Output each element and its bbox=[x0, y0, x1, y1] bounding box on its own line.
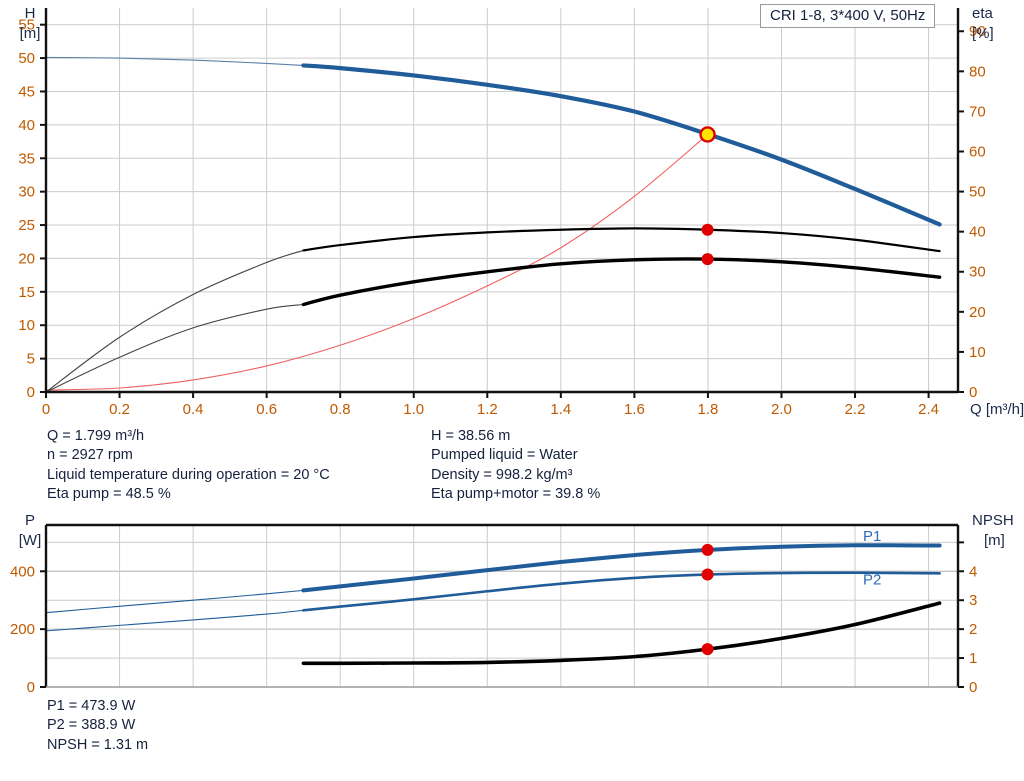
curve-p2-thin bbox=[45, 609, 304, 632]
y-right-tick-label: 3 bbox=[969, 592, 977, 609]
y-left-tick-label: 5 bbox=[27, 351, 35, 368]
curve-eta-pump-motor bbox=[301, 257, 942, 307]
curve-h-head-curve-thin bbox=[45, 56, 304, 66]
curve-p1 bbox=[301, 543, 942, 593]
info-h: H = 38.56 m bbox=[431, 428, 511, 444]
x-tick-label: 0.4 bbox=[183, 401, 204, 418]
y-left-tick-label: 40 bbox=[18, 117, 35, 134]
y-right-tick-label: 2 bbox=[969, 621, 977, 638]
info-density: Density = 998.2 kg/m³ bbox=[431, 466, 573, 483]
y-left-tick-label: 400 bbox=[10, 563, 35, 580]
lower-curves bbox=[45, 543, 942, 666]
curve-npsh bbox=[301, 601, 942, 666]
x-tick-label: 1.2 bbox=[477, 401, 498, 418]
y-left-tick-label: 30 bbox=[18, 184, 35, 201]
info-q: Q = 1.799 m³/h bbox=[47, 428, 145, 444]
duty-point-eta-pump bbox=[701, 223, 714, 236]
y-right-axis-label-bracket: [%] bbox=[972, 25, 994, 42]
duty-point-p1 bbox=[701, 543, 714, 556]
y-right-tick-label: 10 bbox=[969, 344, 986, 361]
x-tick-label: 1.4 bbox=[550, 401, 571, 418]
series-label-p2: P2 bbox=[863, 571, 881, 588]
curve-eta-pump-thin bbox=[45, 249, 304, 393]
info-block-bottom: P1 = 473.9 W P2 = 388.9 W NPSH = 1.31 m bbox=[47, 697, 148, 755]
curve-p1-thin bbox=[45, 589, 304, 614]
info-n: n = 2927 rpm bbox=[47, 447, 133, 464]
info-liquid: Pumped liquid = Water bbox=[431, 447, 578, 464]
x-tick-label: 0.2 bbox=[109, 401, 130, 418]
y-right-tick-label: 90 bbox=[969, 23, 986, 40]
lower-axes: 0 200 400 0 1 2 3 4 bbox=[10, 523, 977, 696]
y-right-tick-label: 70 bbox=[969, 103, 986, 120]
y-left-tick-label: 10 bbox=[18, 317, 35, 334]
upper-duty-points bbox=[699, 126, 716, 266]
x-tick-label: 2.2 bbox=[845, 401, 866, 418]
info-p2: P2 = 388.9 W bbox=[47, 717, 136, 734]
y-left-tick-label: 0 bbox=[27, 384, 35, 401]
y-right-tick-label: 80 bbox=[969, 63, 986, 80]
curve-eta-pump bbox=[302, 227, 941, 253]
duty-point-npsh bbox=[701, 643, 714, 656]
curve-h-head-curve bbox=[301, 63, 942, 227]
curve-system bbox=[45, 133, 709, 391]
y-right-tick-label: 20 bbox=[969, 304, 986, 321]
y-left-tick-label: 20 bbox=[18, 250, 35, 267]
power-npsh-chart: P1 P2 0 200 400 0 1 2 3 4 P [W] NPSH [m] bbox=[10, 512, 1014, 696]
x-axis-label: Q [m³/h] bbox=[970, 401, 1024, 418]
chart-title-box: CRI 1-8, 3*400 V, 50Hz bbox=[760, 4, 936, 28]
y-left-axis-label-unit: H bbox=[25, 5, 36, 22]
duty-point-eta-pump-motor bbox=[701, 253, 714, 266]
y-left-axis-label-unit: P bbox=[25, 512, 35, 529]
info-block-right: H = 38.56 m Pumped liquid = Water Densit… bbox=[431, 427, 600, 504]
upper-curves bbox=[45, 56, 942, 393]
y-left-tick-label: 45 bbox=[18, 83, 35, 100]
y-right-tick-label: 1 bbox=[969, 650, 977, 667]
x-tick-label: 0.6 bbox=[256, 401, 277, 418]
info-eta-pump: Eta pump = 48.5 % bbox=[47, 485, 171, 502]
y-right-tick-label: 60 bbox=[969, 143, 986, 160]
y-right-tick-label: 0 bbox=[969, 679, 977, 696]
x-tick-label: 0 bbox=[42, 401, 50, 418]
x-tick-label: 2.0 bbox=[771, 401, 792, 418]
duty-point-p2 bbox=[701, 568, 714, 581]
y-right-axis-label-unit: NPSH bbox=[972, 512, 1014, 529]
y-left-tick-label: 55 bbox=[18, 17, 35, 34]
chart-title-text: CRI 1-8, 3*400 V, 50Hz bbox=[770, 7, 926, 24]
y-left-tick-label: 200 bbox=[10, 621, 35, 638]
x-tick-label: 1.8 bbox=[698, 401, 719, 418]
x-tick-label: 0.8 bbox=[330, 401, 351, 418]
series-label-p1: P1 bbox=[863, 528, 881, 545]
y-right-tick-label: 0 bbox=[969, 384, 977, 401]
info-temp: Liquid temperature during operation = 20… bbox=[47, 466, 330, 483]
info-npsh: NPSH = 1.31 m bbox=[47, 736, 149, 753]
y-right-tick-label: 30 bbox=[969, 264, 986, 281]
x-tick-label: 1.6 bbox=[624, 401, 645, 418]
y-left-tick-label: 50 bbox=[18, 50, 35, 67]
y-left-axis-label-bracket: [m] bbox=[20, 25, 41, 42]
lower-duty-points bbox=[701, 543, 714, 656]
y-right-tick-label: 40 bbox=[969, 224, 986, 241]
upper-axes: 0 5 10 15 20 25 30 35 40 45 50 55 0 10 20 30 40 50 60 70 80 9… bbox=[18, 8, 986, 418]
y-left-tick-label: 35 bbox=[18, 150, 35, 167]
y-left-tick-label: 0 bbox=[27, 679, 35, 696]
curve-eta-pump-motor-thin bbox=[45, 303, 304, 393]
y-right-tick-label: 4 bbox=[969, 563, 977, 580]
y-right-axis-label-unit: eta bbox=[972, 5, 994, 22]
y-left-tick-label: 15 bbox=[18, 284, 35, 301]
x-tick-label: 1.0 bbox=[403, 401, 424, 418]
y-right-axis-label-bracket: [m] bbox=[984, 532, 1005, 549]
info-eta-pump-motor: Eta pump+motor = 39.8 % bbox=[431, 485, 601, 502]
x-tick-label: 2.4 bbox=[918, 401, 939, 418]
y-left-tick-label: 25 bbox=[18, 217, 35, 234]
info-p1: P1 = 473.9 W bbox=[47, 698, 136, 714]
duty-point-head bbox=[699, 126, 716, 143]
y-left-axis-label-bracket: [W] bbox=[19, 532, 42, 549]
curve-p2 bbox=[302, 571, 941, 612]
head-efficiency-chart: 0 5 10 15 20 25 30 35 40 45 50 55 0 10 20 30 40 50 60 70 80 9… bbox=[18, 5, 1024, 418]
info-block-left: Q = 1.799 m³/h n = 2927 rpm Liquid tempe… bbox=[47, 427, 330, 504]
upper-gridlines bbox=[45, 8, 958, 393]
y-right-tick-label: 50 bbox=[969, 184, 986, 201]
